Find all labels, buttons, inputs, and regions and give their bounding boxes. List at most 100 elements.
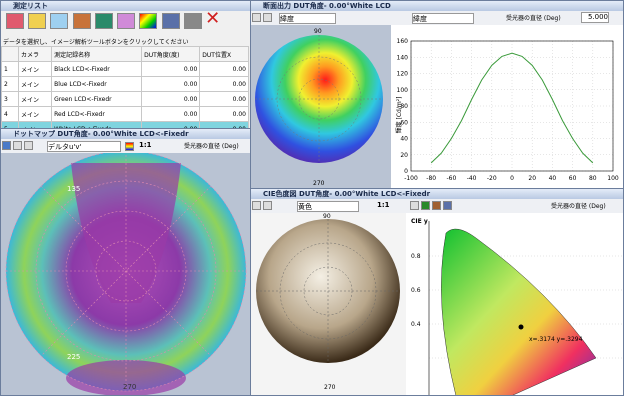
y-tick-label: 160: [397, 38, 409, 45]
x-tick-label: -20: [487, 175, 497, 182]
y-tick-label: 0.6: [411, 287, 421, 294]
angle-label: 90: [323, 213, 331, 220]
tool-icon[interactable]: [6, 13, 24, 29]
tool-icon[interactable]: [50, 13, 69, 29]
tool-icon[interactable]: [24, 141, 33, 150]
tool-icon[interactable]: [263, 201, 272, 210]
tool-icon[interactable]: [94, 13, 113, 29]
tool-icon[interactable]: [125, 142, 134, 151]
chart-panel: [391, 25, 623, 188]
tool-icon[interactable]: [252, 201, 261, 210]
color-select[interactable]: 黄色: [297, 201, 359, 212]
toolbar: 緯度 緯度 受光器の直径 (Deg) 5.000: [251, 11, 623, 26]
angle-label: 270: [123, 383, 136, 391]
cie-window: CIE色度図 DUT角度- 0.00°White LCD<-Fixedr 黄色 …: [250, 188, 624, 396]
x-tick-label: 80: [589, 175, 597, 182]
close-icon[interactable]: ✕: [205, 8, 221, 29]
plot-frame: [410, 40, 614, 172]
table-cell: Green LCD<-Fixedr: [51, 91, 143, 107]
direction-select[interactable]: 緯度: [279, 13, 336, 24]
table-cell: 0.00: [199, 106, 249, 122]
dotmap-plot: 135 225 270: [1, 153, 250, 395]
table-cell: 3: [1, 91, 19, 107]
tool-icon[interactable]: [161, 13, 180, 29]
measurement-point: [518, 324, 524, 330]
window-title: 測定リスト: [1, 1, 250, 11]
column-header: DUT角度(度): [141, 46, 201, 62]
aperture-label: 受光器の直径 (Deg): [551, 203, 606, 210]
y-tick-label: 40: [400, 136, 408, 143]
window-title: CIE色度図 DUT角度- 0.00°White LCD<-Fixedr: [251, 189, 623, 199]
x-tick-label: -80: [426, 175, 436, 182]
tool-icon[interactable]: [13, 141, 22, 150]
list-window: 測定リスト ✕ データを選択し、イメージ解析ツールボタンをクリックしてください …: [0, 0, 251, 129]
tool-icon[interactable]: [263, 13, 272, 22]
table-cell: メイン: [17, 106, 53, 122]
profile-line: [430, 52, 594, 164]
angle-label: 225: [67, 353, 80, 361]
toolbar: 黄色 1:1 受光器の直径 (Deg): [251, 199, 623, 214]
tool-icon[interactable]: [28, 13, 47, 29]
table-row[interactable]: 2 メイン Blue LCD<-Fixedr 0.00 0.00: [1, 76, 249, 92]
x-tick-label: 100: [607, 175, 619, 182]
tool-icon[interactable]: [139, 13, 158, 29]
direction-select[interactable]: 緯度: [412, 13, 474, 24]
section-window: 断面出力 DUT角度- 0.00°White LCD 緯度 緯度 受光器の直径 …: [250, 0, 624, 189]
x-tick-label: -40: [467, 175, 477, 182]
angle-label: 135: [67, 185, 80, 193]
aperture-value[interactable]: 5.000: [581, 12, 609, 23]
zoom-label[interactable]: 1:1: [377, 201, 390, 209]
polar-grid: [5, 153, 247, 392]
table-cell: 0.00: [141, 76, 201, 92]
tool-icon[interactable]: [183, 13, 202, 29]
tool-icon[interactable]: [72, 13, 91, 29]
table-cell: 0.00: [141, 106, 201, 122]
x-tick-label: -100: [404, 175, 418, 182]
y-axis-label: 輝度 [Cd/m²]: [395, 97, 403, 134]
y-tick-label: 60: [400, 119, 408, 126]
angle-label: 270: [313, 180, 325, 187]
window-title: ドットマップ DUT角度- 0.00°White LCD<-Fixedr: [1, 129, 250, 139]
column-header: 測定記録名称: [51, 46, 143, 62]
table-row[interactable]: 3 メイン Green LCD<-Fixedr 0.00 0.00: [1, 91, 249, 107]
window-title: 断面出力 DUT角度- 0.00°White LCD: [251, 1, 623, 11]
tool-icon[interactable]: [2, 141, 11, 150]
table-cell: Black LCD<-Fixedr: [51, 61, 143, 77]
cie-plot: 90 270 CIE y 0.8 0.6 0.4 x=.3174 y=.3294: [251, 213, 623, 395]
table-cell: メイン: [17, 91, 53, 107]
tool-icon[interactable]: [252, 13, 261, 22]
y-tick-label: 120: [397, 71, 409, 78]
annotation: x=.3174 y=.3294: [529, 336, 583, 343]
angle-label: 270: [324, 384, 336, 391]
y-tick-label: 100: [397, 87, 409, 94]
aperture-label: 受光器の直径 (Deg): [184, 143, 239, 150]
zoom-label[interactable]: 1:1: [139, 141, 152, 149]
y-tick-label: 80: [400, 103, 408, 110]
table-cell: メイン: [17, 76, 53, 92]
table-cell: メイン: [17, 61, 53, 77]
table-cell: 2: [1, 76, 19, 92]
toolbar: ✕: [1, 8, 250, 35]
table-cell: 4: [1, 106, 19, 122]
x-tick-label: 20: [528, 175, 536, 182]
table-cell: 0.00: [199, 61, 249, 77]
x-tick-label: 0: [510, 175, 514, 182]
table-cell: 0.00: [199, 76, 249, 92]
toolbar: デルタu'v' 1:1 受光器の直径 (Deg): [1, 139, 250, 154]
y-tick-label: 0.8: [411, 253, 421, 260]
table-row[interactable]: 4 メイン Red LCD<-Fixedr 0.00 0.00: [1, 106, 249, 122]
y-axis-label: CIE y: [411, 218, 428, 225]
table-cell: 0.00: [199, 121, 249, 128]
table-cell: 1: [1, 61, 19, 77]
mode-select[interactable]: デルタu'v': [47, 141, 121, 152]
tool-icon[interactable]: [117, 13, 136, 29]
column-header: DUT位置X: [199, 46, 249, 62]
table-row[interactable]: 1 メイン Black LCD<-Fixedr 0.00 0.00: [1, 61, 249, 77]
y-tick-label: 0.4: [411, 321, 421, 328]
x-tick-label: -60: [446, 175, 456, 182]
table-cell: 0.00: [141, 61, 201, 77]
y-tick-label: 20: [400, 152, 408, 159]
table-cell: 0.00: [141, 121, 201, 128]
